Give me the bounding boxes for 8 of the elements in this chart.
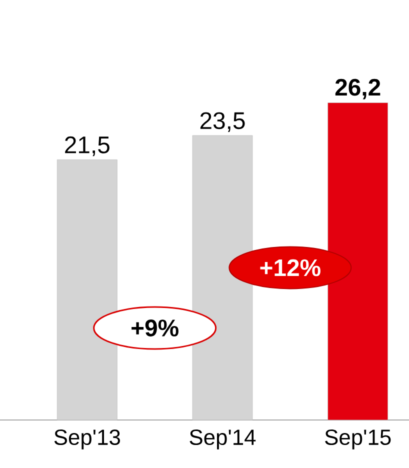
x-tick-label: Sep'15 [325,430,391,450]
data-label: 23,5 [200,112,245,132]
annotation: +12% [260,259,320,276]
x-tick-label: Sep'13 [54,430,120,450]
data-label: 26,2 [335,78,380,100]
x-tick-label: Sep'14 [190,430,256,450]
annotation: +9% [132,320,178,336]
data-label: 21,5 [65,136,110,156]
